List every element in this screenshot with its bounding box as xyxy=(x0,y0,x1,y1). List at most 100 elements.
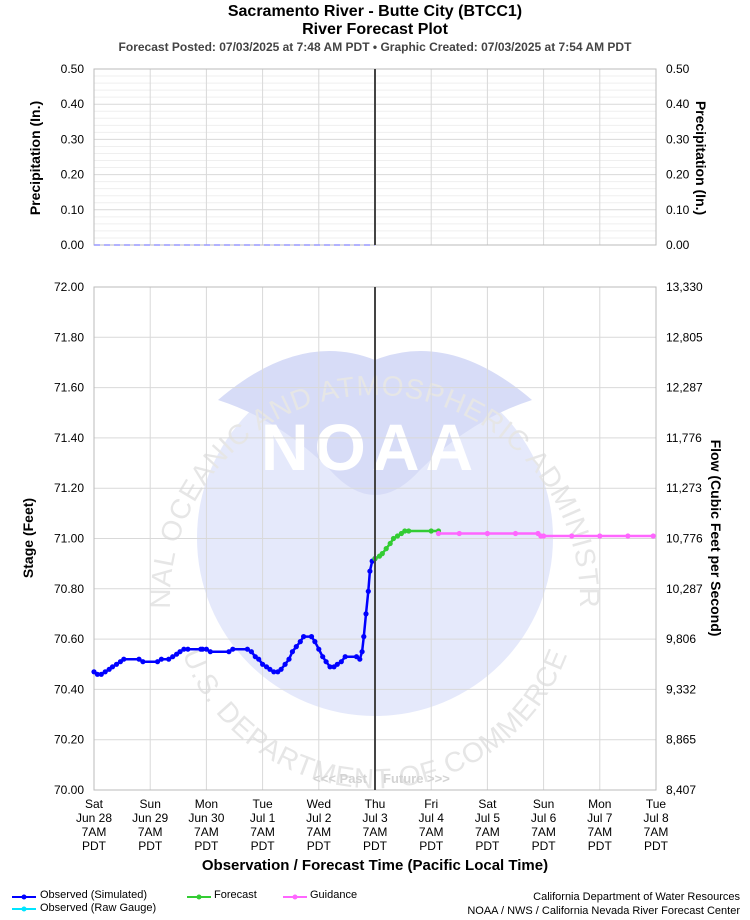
stage-series xyxy=(91,528,656,677)
series-point-observed-simulated xyxy=(293,644,299,650)
time-tick-label: PDT xyxy=(419,839,444,853)
time-tick-label: PDT xyxy=(475,839,500,853)
series-point-observed-simulated xyxy=(367,568,373,574)
legend-item-observed-simulated: Observed (Simulated) xyxy=(40,889,147,901)
timestamp-separator: • xyxy=(372,40,378,54)
series-point-guidance xyxy=(625,533,631,539)
stage-panel: NOAA NATIONAL OCEANIC AND ATMOSPHERIC AD… xyxy=(0,0,724,874)
time-tick-label: Jul 4 xyxy=(419,811,445,825)
series-point-observed-simulated xyxy=(177,649,183,655)
precip-tick-label-right: 0.00 xyxy=(666,238,690,252)
stage-tick-label: 70.40 xyxy=(54,682,84,696)
legend-label-forecast: Forecast xyxy=(214,889,257,901)
flow-tick-label: 9,806 xyxy=(666,632,696,646)
flow-tick-label: 11,273 xyxy=(666,481,702,495)
series-point-observed-simulated xyxy=(342,654,348,660)
series-point-observed-simulated xyxy=(98,671,104,677)
time-tick-label: Jul 5 xyxy=(475,811,501,825)
time-tick-label: 7AM xyxy=(587,825,612,839)
series-point-observed-simulated xyxy=(327,664,333,670)
flow-tick-label: 10,776 xyxy=(666,532,703,546)
forecast-timestamps: Forecast Posted: 07/03/2025 at 7:48 AM P… xyxy=(0,40,750,54)
series-point-guidance xyxy=(456,530,462,537)
precipitation-panel: 0.00 0.10 0.20 0.30 0.40 0.50 0.00 0.10 0.20 0.3… xyxy=(27,62,709,252)
precip-tick-label-right: 0.30 xyxy=(666,132,690,146)
series-point-forecast xyxy=(383,546,389,552)
flow-axis-label: Flow (Cubic Feet per Second) xyxy=(708,440,724,637)
precip-tick-label-left: 0.30 xyxy=(61,132,85,146)
precip-tick-label-left: 0.40 xyxy=(61,97,85,111)
flow-tick-label: 10,287 xyxy=(666,582,703,596)
series-point-forecast xyxy=(428,528,434,534)
legend-item-forecast: Forecast xyxy=(214,889,257,901)
legend-item-observed-raw: Observed (Raw Gauge) xyxy=(40,902,156,914)
legend-marker-guidance xyxy=(292,894,298,900)
time-tick-label: 7AM xyxy=(250,825,275,839)
series-point-observed-simulated xyxy=(357,656,363,662)
series-point-observed-simulated xyxy=(113,661,120,667)
credits: California Department of Water Resources… xyxy=(467,890,740,918)
series-point-observed-simulated xyxy=(199,646,206,652)
series-point-observed-simulated xyxy=(267,666,273,672)
series-point-guidance xyxy=(597,533,603,539)
series-point-forecast xyxy=(379,551,385,557)
time-tick-label: Jul 2 xyxy=(306,811,332,825)
series-point-observed-simulated xyxy=(121,656,127,662)
series-point-observed-simulated xyxy=(140,659,146,665)
series-point-forecast xyxy=(387,540,393,547)
series-point-observed-simulated xyxy=(226,649,232,655)
legend-label-observed-raw: Observed (Raw Gauge) xyxy=(40,902,157,914)
series-point-observed-simulated xyxy=(282,661,288,667)
credit-center: NOAA / NWS / California Nevada River For… xyxy=(467,905,740,917)
time-tick-label: Sat xyxy=(85,797,104,811)
series-point-observed-simulated xyxy=(154,659,161,665)
time-tick-label: 7AM xyxy=(194,825,219,839)
time-tick-label: Jun 28 xyxy=(76,811,112,825)
stage-tick-label: 71.00 xyxy=(54,532,84,546)
time-tick-label: PDT xyxy=(307,839,332,853)
precipitation-right-ticks: 0.00 0.10 0.20 0.30 0.40 0.50 xyxy=(666,62,690,252)
time-tick-label: PDT xyxy=(251,839,276,853)
flow-tick-label: 12,287 xyxy=(666,381,703,395)
noaa-logo-text: NOAA xyxy=(261,410,479,484)
time-tick-label: Mon xyxy=(588,797,611,811)
time-tick-label: 7AM xyxy=(306,825,331,839)
time-tick-label: 7AM xyxy=(138,825,163,839)
series-point-guidance xyxy=(484,530,490,537)
legend-marker-observed-raw xyxy=(21,906,27,912)
series-point-forecast xyxy=(406,528,412,534)
precip-tick-label-right: 0.20 xyxy=(666,168,690,182)
series-point-forecast xyxy=(394,533,401,539)
time-tick-label: Sun xyxy=(140,797,161,811)
series-point-observed-simulated xyxy=(308,634,315,640)
series-point-observed-simulated xyxy=(278,666,284,672)
flow-tick-label: 12,805 xyxy=(666,330,703,344)
precipitation-axis-label-right: Precipitation (In.) xyxy=(693,101,709,215)
series-point-observed-simulated xyxy=(230,646,236,652)
time-tick-label: PDT xyxy=(532,839,557,853)
time-tick-label: 7AM xyxy=(475,825,500,839)
time-tick-label: PDT xyxy=(138,839,163,853)
precip-tick-label-right: 0.40 xyxy=(666,97,690,111)
series-point-observed-simulated xyxy=(109,664,116,670)
series-point-observed-simulated xyxy=(289,649,295,655)
time-tick-label: Jul 7 xyxy=(587,811,613,825)
flow-tick-label: 13,330 xyxy=(666,280,703,294)
precipitation-axis-label-left: Precipitation (In.) xyxy=(27,101,43,215)
series-point-observed-simulated xyxy=(363,611,369,617)
time-tick-label: Jul 1 xyxy=(250,811,276,825)
time-tick-label: Wed xyxy=(307,797,331,811)
precipitation-left-ticks: 0.00 0.10 0.20 0.30 0.40 0.50 xyxy=(61,62,85,252)
series-point-observed-simulated xyxy=(323,659,329,665)
time-tick-label: 7AM xyxy=(363,825,388,839)
flow-tick-label: 8,407 xyxy=(666,783,696,797)
time-tick-label: Jul 8 xyxy=(643,811,669,825)
series-point-observed-simulated xyxy=(312,639,318,645)
time-tick-label: 7AM xyxy=(644,825,669,839)
series-point-observed-simulated xyxy=(185,646,191,652)
time-tick-label: 7AM xyxy=(419,825,444,839)
series-point-observed-simulated xyxy=(166,656,172,662)
flow-tick-label: 9,332 xyxy=(666,682,696,696)
stage-tick-label: 71.40 xyxy=(54,431,84,445)
